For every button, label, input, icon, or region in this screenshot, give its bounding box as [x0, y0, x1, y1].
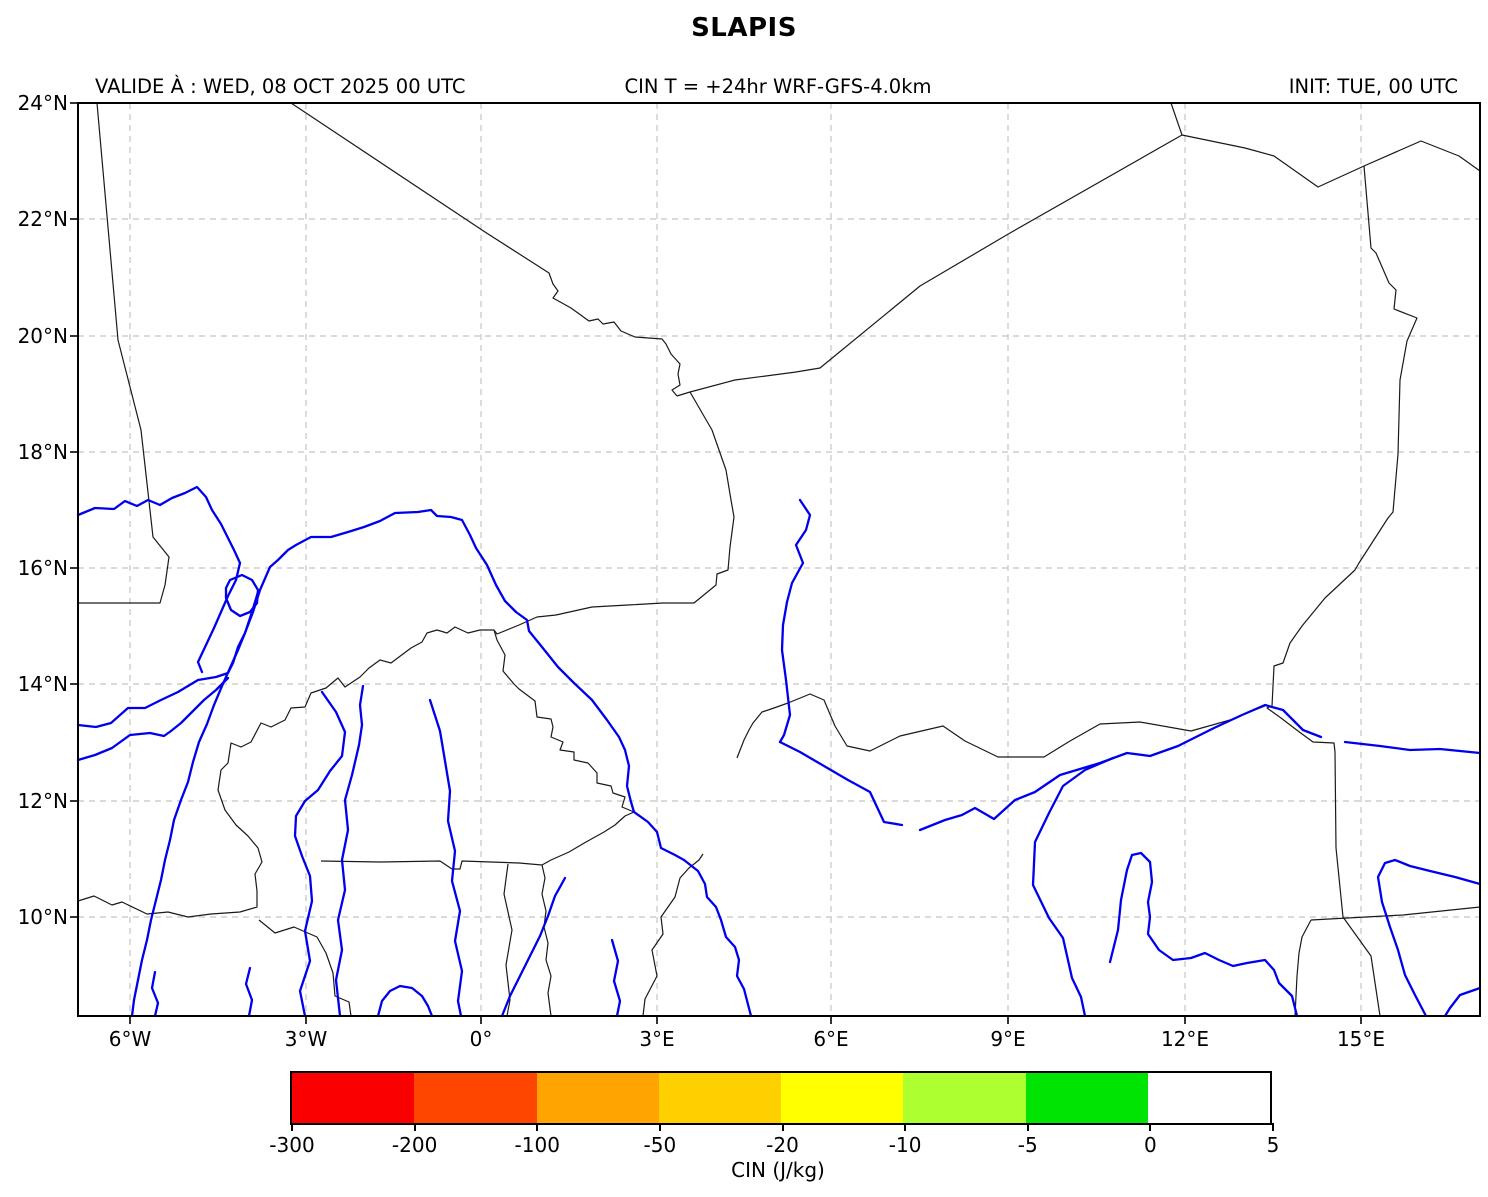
country-border-path: [736, 693, 1266, 759]
river-path: [500, 876, 567, 1018]
country-border-path: [258, 919, 352, 1017]
country-border-path: [1294, 919, 1312, 1017]
axis-tick-marks: [70, 102, 1362, 1024]
colorbar-tick-mark: [1026, 1123, 1029, 1131]
country-border-path: [1310, 906, 1481, 921]
lat-tick-label: 14°N: [17, 672, 68, 696]
lat-tick-label: 22°N: [17, 207, 68, 231]
map-frame: [77, 102, 1481, 1017]
river-path: [428, 698, 464, 1018]
country-border-path: [77, 626, 494, 918]
river-path: [1376, 858, 1482, 1018]
country-border-path: [320, 860, 543, 870]
river-path: [76, 508, 753, 1018]
grid-lines: [78, 103, 1480, 1016]
country-border-path: [493, 391, 735, 635]
lon-tick-label: 3°E: [639, 1027, 675, 1051]
country-border-path: [541, 811, 635, 866]
colorbar-tick-mark: [658, 1123, 661, 1131]
colorbar-segment: [536, 1073, 659, 1123]
lat-tick-label: 10°N: [17, 905, 68, 929]
river-path: [244, 966, 254, 1018]
river-path: [376, 984, 434, 1018]
river-path: [76, 676, 230, 762]
colorbar-tick-label: 0: [1144, 1133, 1157, 1157]
river-path: [334, 684, 365, 1018]
colorbar-segment: [658, 1073, 781, 1123]
lon-tick-label: 6°W: [108, 1027, 152, 1051]
river-path: [1343, 740, 1482, 755]
country-borders: [77, 102, 1481, 1017]
colorbar-tick-label: -5: [1017, 1133, 1038, 1157]
colorbar-tick-mark: [291, 1123, 293, 1131]
colorbar-tick-label: -50: [643, 1133, 677, 1157]
colorbar-axis-label: CIN (J/kg): [731, 1158, 825, 1182]
river-path: [778, 740, 904, 827]
river-path: [610, 938, 622, 1018]
colorbar-tick-label: -10: [888, 1133, 922, 1157]
lat-tick-label: 24°N: [17, 91, 68, 115]
lon-tick-label: 6°E: [813, 1027, 849, 1051]
river-path: [130, 590, 260, 1018]
country-border-path: [1181, 134, 1481, 188]
country-border-path: [290, 102, 681, 397]
colorbar-segment: [1147, 1073, 1270, 1123]
lon-tick-label: 12°E: [1160, 1027, 1210, 1051]
river-path: [1443, 986, 1482, 1018]
country-border-path: [1266, 165, 1418, 1017]
colorbar-tick-mark: [413, 1123, 416, 1131]
colorbar-tick-label: -20: [766, 1133, 799, 1157]
colorbar-segment: [1025, 1073, 1148, 1123]
river-path: [150, 970, 160, 1018]
colorbar-tick-label: -300: [269, 1133, 315, 1157]
river-path: [918, 703, 1323, 832]
rivers: [76, 485, 1482, 1018]
river-path: [293, 690, 347, 1018]
colorbar-tick-mark: [904, 1123, 907, 1131]
colorbar-tick-mark: [1149, 1123, 1152, 1131]
colorbar-tick-label: -100: [514, 1133, 560, 1157]
country-border-path: [503, 863, 513, 1017]
valid-time-label: VALIDE À : WED, 08 OCT 2025 00 UTC: [95, 75, 466, 98]
river-path: [778, 498, 812, 744]
lat-tick-label: 20°N: [17, 324, 68, 348]
colorbar-tick-mark: [536, 1123, 539, 1131]
country-border-path: [541, 864, 552, 1017]
lat-tick-label: 16°N: [17, 556, 68, 580]
forecast-model-label: CIN T = +24hr WRF-GFS-4.0km: [624, 75, 932, 98]
country-border-path: [676, 134, 1183, 397]
lon-tick-label: 3°W: [284, 1027, 328, 1051]
colorbar-segment: [781, 1073, 904, 1123]
lon-tick-label: 0°: [469, 1027, 493, 1051]
country-border-path: [493, 629, 635, 813]
colorbar-segment: [414, 1073, 537, 1123]
lat-tick-label: 18°N: [17, 440, 68, 464]
river-path: [76, 485, 242, 674]
init-time-label: INIT: TUE, 00 UTC: [1288, 75, 1458, 98]
lat-tick-label: 12°N: [17, 789, 68, 813]
lon-tick-label: 9°E: [990, 1027, 1026, 1051]
colorbar-segment: [903, 1073, 1026, 1123]
river-path: [1108, 851, 1299, 1018]
colorbar-tick-mark: [1272, 1123, 1274, 1131]
country-border-path: [78, 102, 170, 604]
page-title: SLAPIS: [691, 13, 797, 43]
colorbar-tick-mark: [781, 1123, 784, 1131]
lon-tick-label: 15°E: [1336, 1027, 1386, 1051]
river-path: [1031, 756, 1115, 1018]
colorbar-segment: [292, 1073, 415, 1123]
country-border-path: [1170, 102, 1183, 136]
colorbar: [290, 1071, 1272, 1125]
country-border-path: [642, 853, 704, 1017]
colorbar-tick-label: -200: [391, 1133, 438, 1157]
river-path: [224, 573, 260, 618]
colorbar-tick-label: 5: [1266, 1133, 1280, 1157]
